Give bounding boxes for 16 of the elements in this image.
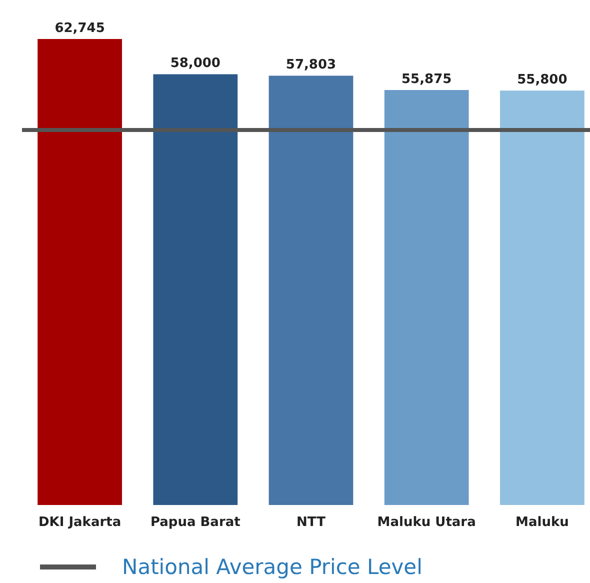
- x-tick-label: Maluku: [516, 515, 569, 530]
- x-tick-label: DKI Jakarta: [38, 515, 122, 530]
- data-label: 55,800: [517, 72, 568, 88]
- bar: [500, 90, 584, 505]
- bar: [153, 74, 238, 505]
- data-label: 57,803: [286, 58, 336, 73]
- data-label: 55,875: [402, 72, 452, 88]
- bar: [268, 76, 354, 505]
- data-label: 58,000: [170, 56, 220, 72]
- bar: [384, 90, 469, 505]
- x-tick-label: NTT: [296, 515, 326, 530]
- bar: [38, 39, 122, 505]
- data-label: 62,745: [54, 21, 105, 36]
- x-tick-label: Papua Barat: [150, 515, 240, 530]
- legend-label: National Average Price Level: [122, 555, 422, 579]
- x-tick-label: Maluku Utara: [377, 515, 476, 530]
